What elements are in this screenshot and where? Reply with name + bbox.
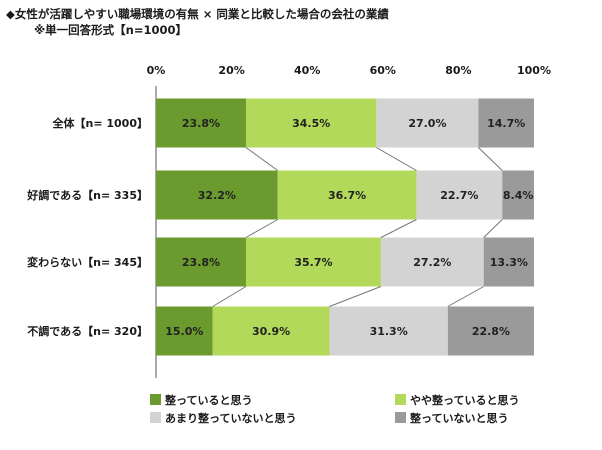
title-line-1: ◆女性が活躍しやすい職場環境の有無 × 同業と比較した場合の会社の業績 xyxy=(6,7,389,21)
x-tick-label: 40% xyxy=(294,64,320,77)
bar-segment xyxy=(329,306,448,356)
x-tick-label: 100% xyxy=(517,64,551,77)
data-label: 13.3% xyxy=(490,256,528,269)
legend-label-3: あまり整っていないと思う xyxy=(165,412,297,425)
stacked-bar-chart: 0% 20% 40% 60% 80% 100% 23.8% 34.5% 27.0% 14.7% 全体… xyxy=(26,64,551,378)
bar-segment xyxy=(156,306,213,356)
connector-line xyxy=(376,147,417,171)
bar-segment xyxy=(380,237,484,287)
legend-item-1: 整っていると思う xyxy=(150,394,252,408)
data-label: 14.7% xyxy=(487,117,525,130)
bar-segment xyxy=(376,98,479,148)
bar-segment xyxy=(212,306,330,356)
connector-line xyxy=(483,219,503,238)
bar-segment xyxy=(478,98,534,148)
legend-swatch-3 xyxy=(150,412,161,423)
legend-label-4: 整っていないと思う xyxy=(410,412,509,425)
data-label: 35.7% xyxy=(294,256,332,269)
data-label: 27.2% xyxy=(413,256,451,269)
x-tick-label: 20% xyxy=(218,64,244,77)
bar-segment xyxy=(416,170,503,220)
connector-line xyxy=(478,147,503,171)
bar-segment xyxy=(483,237,534,287)
data-label: 27.0% xyxy=(408,117,446,130)
data-label: 22.8% xyxy=(472,325,510,338)
legend-label-2: やや整っていると思う xyxy=(410,394,520,407)
bar-segment xyxy=(156,237,246,287)
data-label: 15.0% xyxy=(165,325,203,338)
data-label: 31.3% xyxy=(370,325,408,338)
data-label: 22.7% xyxy=(440,189,478,202)
legend-item-2: やや整っていると思う xyxy=(395,394,519,408)
connector-line xyxy=(245,147,279,171)
bar-segment xyxy=(277,170,417,220)
legend-label-1: 整っていると思う xyxy=(165,394,253,407)
data-label: 36.7% xyxy=(328,189,366,202)
data-label: 23.8% xyxy=(182,256,220,269)
data-label: 32.2% xyxy=(198,189,236,202)
bar-segment xyxy=(245,237,381,287)
legend-swatch-1 xyxy=(150,394,161,405)
legend-item-4: 整っていないと思う xyxy=(395,412,508,426)
bar-segment xyxy=(156,98,246,148)
legend-item-3: あまり整っていないと思う xyxy=(150,412,296,426)
category-label: 全体【n= 1000】 xyxy=(52,116,149,130)
connector-line xyxy=(447,286,484,307)
data-label: 30.9% xyxy=(252,325,290,338)
data-label: 8.4% xyxy=(503,189,534,202)
title-line-2: ※単一回答形式【n=1000】 xyxy=(34,23,188,37)
data-label: 34.5% xyxy=(292,117,330,130)
x-tick-label: 60% xyxy=(370,64,396,77)
category-label: 不調である【n= 320】 xyxy=(27,324,148,338)
x-tick-label: 80% xyxy=(445,64,471,77)
x-tick-label: 0% xyxy=(147,64,166,77)
legend-swatch-4 xyxy=(395,412,406,423)
bar-segment xyxy=(502,170,534,220)
connector-line xyxy=(380,219,417,238)
bar-segment xyxy=(245,98,377,148)
category-label: 変わらない【n= 345】 xyxy=(27,255,148,269)
category-label: 好調である【n= 335】 xyxy=(26,188,148,202)
bar-segment xyxy=(447,306,534,356)
legend-swatch-2 xyxy=(395,394,406,405)
chart-title: ◆女性が活躍しやすい職場環境の有無 × 同業と比較した場合の会社の業績 ※単一回… xyxy=(6,6,389,38)
connector-line xyxy=(212,286,247,307)
connector-line xyxy=(245,219,278,238)
data-label: 23.8% xyxy=(182,117,220,130)
connector-line xyxy=(329,286,382,307)
bar-segment xyxy=(156,170,278,220)
